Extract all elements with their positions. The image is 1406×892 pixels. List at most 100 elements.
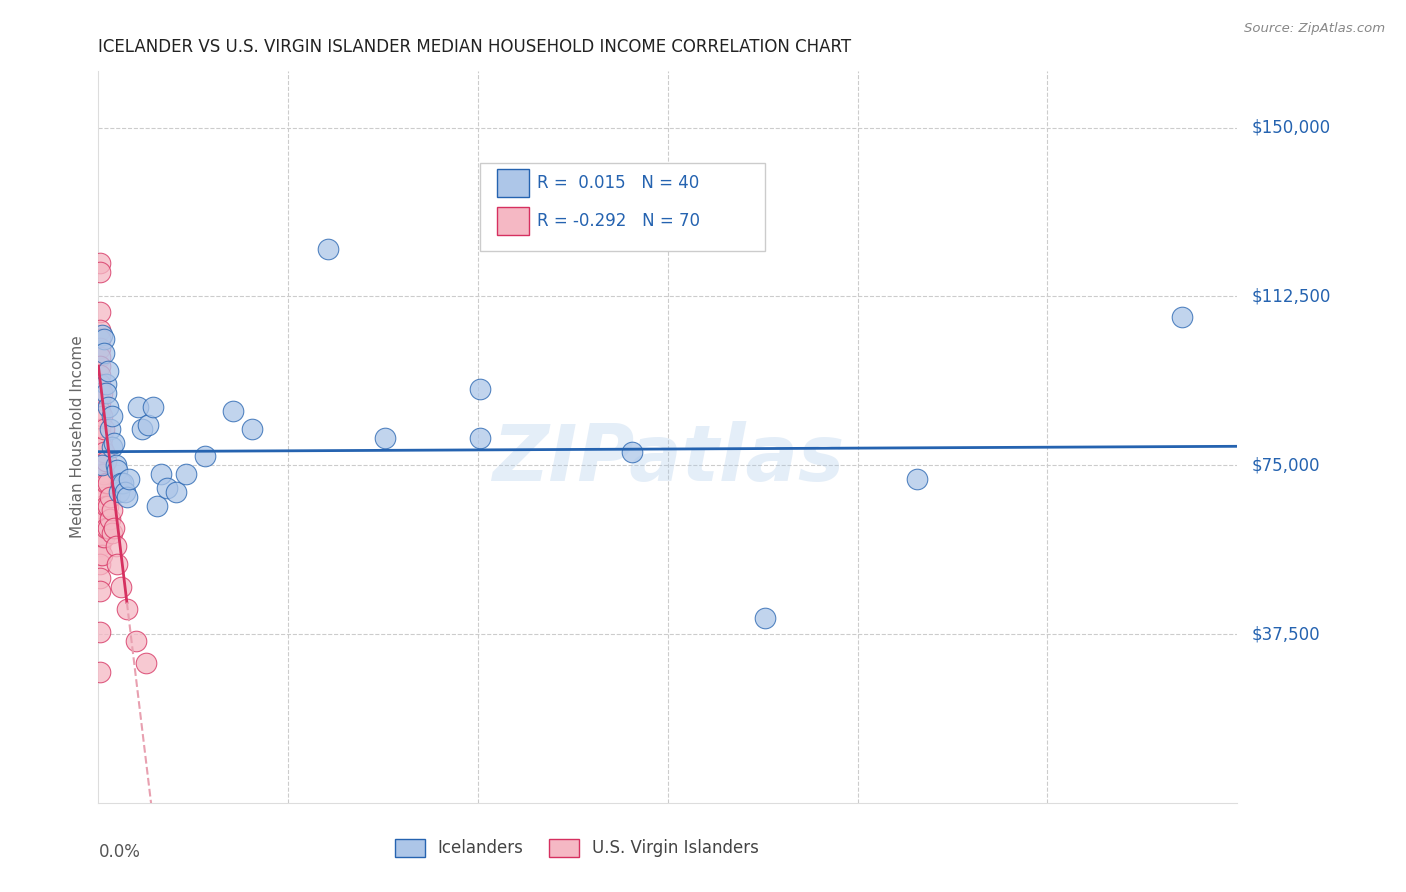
Point — [131, 422, 153, 436]
Point — [94, 386, 117, 401]
Point — [89, 624, 111, 639]
Point — [135, 657, 157, 671]
Point — [108, 485, 131, 500]
Point — [174, 467, 197, 482]
Point — [89, 255, 111, 269]
Point — [98, 512, 121, 526]
Point — [97, 499, 120, 513]
Point — [89, 377, 111, 392]
Y-axis label: Median Household Income: Median Household Income — [69, 335, 84, 539]
Point — [91, 485, 114, 500]
Point — [112, 476, 135, 491]
Point — [104, 458, 127, 473]
Point — [89, 571, 111, 585]
Point — [91, 467, 114, 482]
Point — [1171, 310, 1194, 324]
Text: $150,000: $150,000 — [1251, 119, 1330, 136]
Point — [89, 503, 111, 517]
Point — [89, 413, 111, 427]
Point — [93, 422, 115, 436]
Point — [110, 580, 132, 594]
Point — [89, 665, 111, 680]
Point — [115, 602, 138, 616]
Point — [100, 525, 122, 540]
Point — [374, 431, 396, 445]
Point — [94, 476, 117, 491]
FancyBboxPatch shape — [498, 208, 529, 235]
Point — [93, 512, 115, 526]
Point — [100, 409, 122, 423]
Point — [94, 521, 117, 535]
Point — [115, 490, 138, 504]
Point — [89, 476, 111, 491]
Point — [93, 467, 115, 482]
Point — [89, 323, 111, 337]
Point — [104, 539, 127, 553]
Point — [754, 611, 776, 625]
Point — [89, 341, 111, 355]
Point — [89, 368, 111, 383]
Point — [142, 400, 165, 414]
Point — [107, 463, 129, 477]
Point — [98, 490, 121, 504]
Point — [156, 481, 179, 495]
Point — [89, 548, 111, 562]
Point — [97, 400, 120, 414]
Text: $37,500: $37,500 — [1251, 625, 1320, 643]
Point — [91, 440, 114, 454]
Point — [89, 449, 111, 463]
Point — [89, 485, 111, 500]
Point — [194, 449, 217, 463]
Point — [905, 472, 928, 486]
Point — [89, 265, 111, 279]
Point — [89, 332, 111, 346]
Text: ICELANDER VS U.S. VIRGIN ISLANDER MEDIAN HOUSEHOLD INCOME CORRELATION CHART: ICELANDER VS U.S. VIRGIN ISLANDER MEDIAN… — [98, 38, 852, 56]
Point — [118, 472, 141, 486]
Point — [93, 490, 115, 504]
Point — [146, 499, 169, 513]
Point — [91, 499, 114, 513]
Text: Source: ZipAtlas.com: Source: ZipAtlas.com — [1244, 22, 1385, 36]
Text: $75,000: $75,000 — [1251, 456, 1320, 475]
Point — [107, 558, 129, 572]
Point — [127, 400, 149, 414]
Point — [89, 431, 111, 445]
Point — [89, 539, 111, 553]
Point — [91, 431, 114, 445]
Point — [93, 530, 115, 544]
Point — [94, 377, 117, 392]
Text: 0.0%: 0.0% — [98, 843, 141, 861]
Point — [114, 485, 136, 500]
Point — [97, 364, 120, 378]
Point — [97, 476, 120, 491]
Point — [91, 458, 114, 473]
Point — [150, 467, 173, 482]
Point — [91, 327, 114, 342]
Point — [316, 242, 339, 256]
Point — [89, 467, 111, 482]
Point — [89, 558, 111, 572]
Point — [89, 530, 111, 544]
Point — [468, 382, 491, 396]
Point — [94, 453, 117, 467]
Point — [240, 422, 263, 436]
Point — [103, 521, 125, 535]
Point — [91, 386, 114, 401]
Point — [89, 494, 111, 508]
Point — [93, 345, 115, 359]
Text: R =  0.015   N = 40: R = 0.015 N = 40 — [537, 174, 699, 192]
Point — [222, 404, 245, 418]
Text: $112,500: $112,500 — [1251, 287, 1330, 305]
Point — [89, 404, 111, 418]
Point — [89, 359, 111, 374]
Point — [93, 444, 115, 458]
Point — [89, 422, 111, 436]
Point — [91, 409, 114, 423]
Point — [110, 476, 132, 491]
Text: R = -0.292   N = 70: R = -0.292 N = 70 — [537, 211, 700, 229]
Point — [89, 305, 111, 319]
Point — [125, 633, 148, 648]
Point — [91, 530, 114, 544]
Point — [89, 440, 111, 454]
Point — [89, 395, 111, 409]
